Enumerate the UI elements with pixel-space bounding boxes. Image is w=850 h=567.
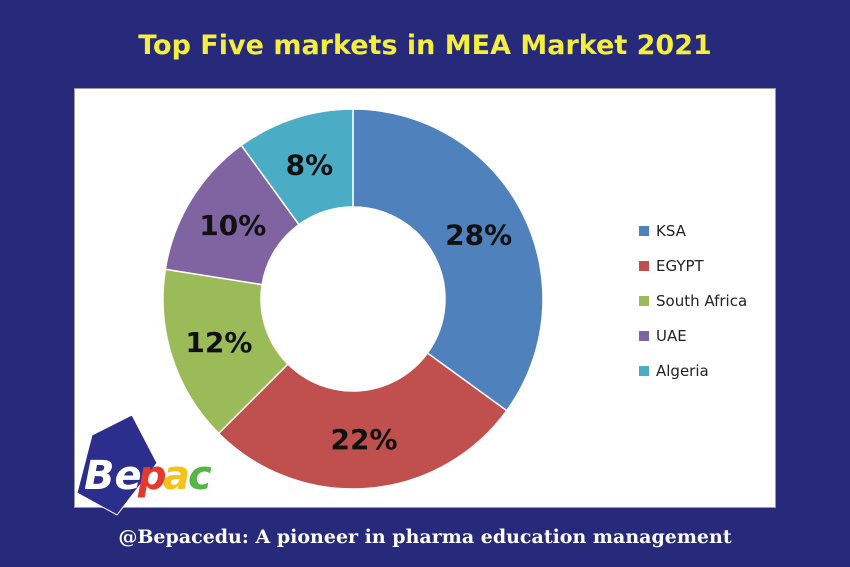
legend: KSA EGYPT South Africa UAE Algeria <box>639 222 747 380</box>
slice-south-africa <box>162 268 290 435</box>
slice-egypt <box>217 352 508 490</box>
slice-labels-group: 28% 22% 12% 10% 8% <box>185 148 512 456</box>
slices-group <box>162 108 544 490</box>
data-label-uae: 10% <box>199 209 266 242</box>
bepac-logo: Be p a c <box>76 415 212 516</box>
data-label-egypt: 22% <box>331 423 398 456</box>
chart-panel: 28% 22% 12% 10% 8% KSA EGYPT South Africa UAE Al… <box>74 88 776 508</box>
legend-swatch-south-africa <box>639 296 649 306</box>
legend-swatch-algeria <box>639 366 649 376</box>
legend-swatch-uae <box>639 331 649 341</box>
data-label-ksa: 28% <box>445 218 512 251</box>
footer-tagline: @Bepacedu: A pioneer in pharma education… <box>118 526 732 548</box>
legend-label-algeria: Algeria <box>656 362 709 380</box>
legend-label-uae: UAE <box>656 327 687 345</box>
slice-algeria <box>240 108 354 226</box>
legend-swatch-ksa <box>639 226 649 236</box>
legend-label-ksa: KSA <box>656 222 687 240</box>
logo-text-c: c <box>188 453 212 499</box>
donut-chart: 28% 22% 12% 10% 8% KSA EGYPT South Africa UAE Al… <box>162 108 747 490</box>
slice-ksa <box>352 108 544 412</box>
data-label-algeria: 8% <box>286 148 334 181</box>
legend-label-south-africa: South Africa <box>656 292 747 310</box>
legend-swatch-egypt <box>639 261 649 271</box>
chart-title: Top Five markets in MEA Market 2021 <box>138 30 712 61</box>
logo-text-a: a <box>163 453 190 499</box>
logo-text-be: Be <box>84 453 142 499</box>
legend-label-egypt: EGYPT <box>656 257 705 275</box>
logo-text-p: p <box>137 453 167 499</box>
data-label-south-africa: 12% <box>185 326 252 359</box>
